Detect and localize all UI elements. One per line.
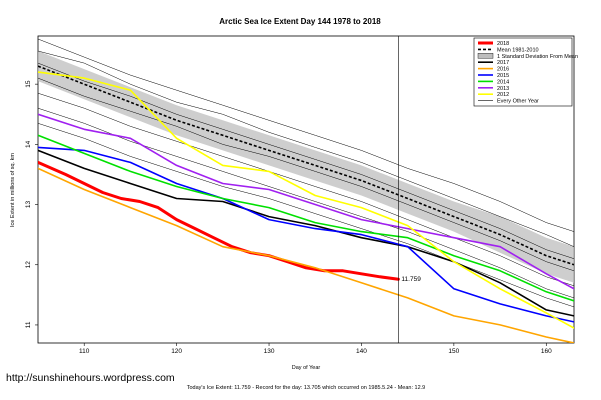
y-tick-label: 11 [25,321,32,328]
x-axis-label: Day of Year [292,365,321,371]
plot-area-frame [37,35,575,344]
y-axis-ticks: 11 12 13 14 15 [25,80,38,328]
summary-footer: Today's Ice Extent: 11.759 - Record for … [187,385,426,391]
other-year-line-11 [38,92,574,287]
series-2015-line [38,146,574,323]
legend-label: 2016 [497,67,509,73]
legend-item: 1 Standard Deviation From Mean [477,53,578,60]
other-year-line-10 [38,77,574,272]
every-other-year-lines [38,38,574,308]
series-2018-line [38,160,400,281]
legend-item: 2016 [478,67,509,73]
x-tick-label: 150 [448,348,459,355]
legend-item: 2012 [478,92,509,98]
legend-item: Mean 1981-2010 [478,47,539,53]
legend-label: Every Other Year [497,99,539,105]
x-tick-label: 130 [264,348,275,355]
legend-item: 2018 [478,41,509,47]
legend-label: 2015 [497,73,509,79]
legend-label: Mean 1981-2010 [497,47,539,53]
other-year-line-13 [38,123,574,308]
other-year-line-12 [38,107,574,299]
legend-item: 2015 [478,73,509,79]
legend-label: 2018 [497,41,509,47]
legend-label: 1 Standard Deviation From Mean [497,54,578,60]
legend-item: 2017 [478,60,509,66]
y-tick-label: 14 [25,140,32,148]
x-tick-label: 160 [541,348,552,355]
x-tick-label: 140 [356,348,367,355]
legend-label: 2013 [497,86,509,92]
series-2016-line [38,167,574,343]
series-2012-line [38,71,574,329]
mean-line-layer [38,65,574,266]
other-year-line-7 [38,38,574,232]
other-year-line-9 [38,62,574,259]
series-2014-line [38,134,574,302]
std-deviation-band-layer [38,51,574,283]
legend-swatch [477,53,494,59]
y-tick-label: 12 [25,261,32,269]
legend-item: Every Other Year [478,99,539,105]
y-tick-label: 13 [25,201,32,209]
series-2017-line [38,149,574,317]
mean-line [38,65,574,266]
legend-label: 2012 [497,92,509,98]
y-tick-label: 15 [25,80,32,88]
legend-label: 2014 [497,79,509,85]
std-deviation-band [38,51,574,283]
latest-value-annotation: 11.759 [401,276,421,283]
legend-item: 2014 [478,79,509,85]
x-tick-label: 110 [79,348,90,355]
x-axis-ticks: 110 120 130 140 150 160 [79,343,552,355]
chart-title: Arctic Sea Ice Extent Day 144 1978 to 20… [219,17,381,26]
series-2013-line [38,113,574,290]
legend-label: 2017 [497,60,509,66]
legend-item: 2013 [478,86,509,92]
highlight-series-lines [38,71,574,343]
y-axis-label: Ice Extent in millions of sq. km [10,153,16,227]
source-url: http://sunshinehours.wordpress.com [6,372,175,384]
x-tick-label: 120 [171,348,182,355]
other-year-line-8 [38,50,574,247]
